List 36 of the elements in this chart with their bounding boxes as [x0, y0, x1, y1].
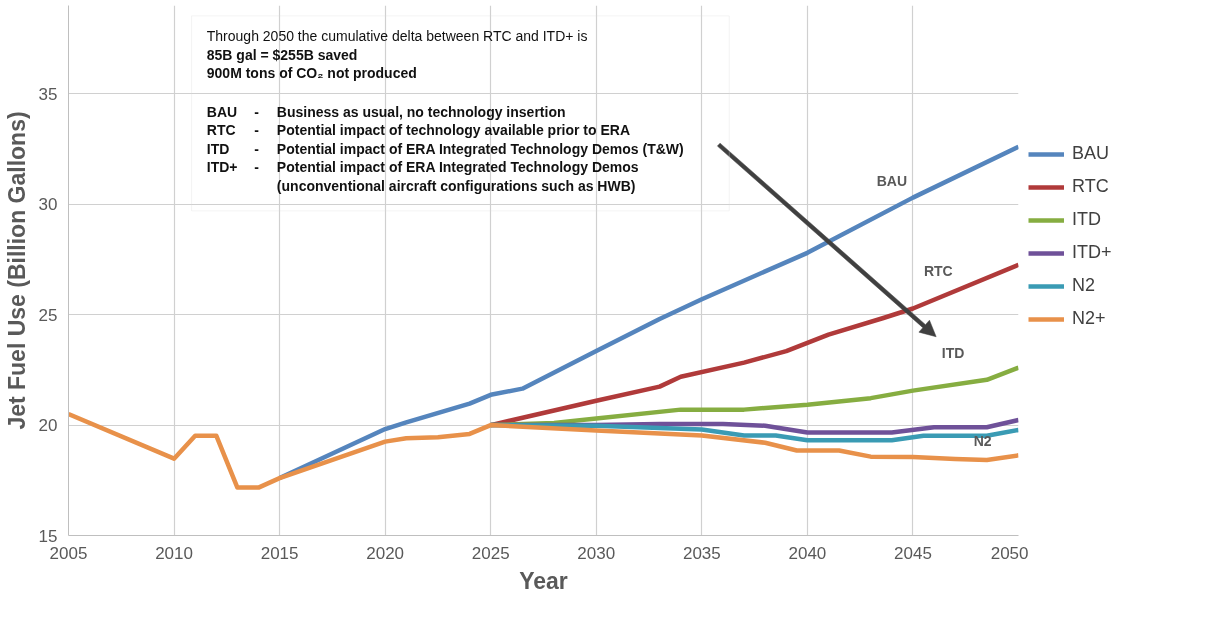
annotation: ITD	[941, 345, 965, 362]
text: ITD - Potential impact of ERA Integrated Technology Demos (T&W)	[206, 141, 684, 158]
annotation: Through 2050 the cumulative delta between RTC and ITD+ is	[206, 28, 588, 45]
annotation: (unconventional aircraft configurations such as HWB)	[276, 177, 636, 194]
legend-label: N2	[1072, 275, 1096, 296]
x-tick-label: 2030	[577, 543, 616, 563]
legend-label: ITD	[1072, 209, 1101, 230]
legend-label: N2+	[1072, 308, 1106, 329]
text: BAU - Business as usual, no technology insertion	[206, 103, 566, 120]
y-tick-label: 20	[38, 416, 58, 436]
annotation: 900M tons of CO₂ not produced	[206, 64, 417, 81]
y-tick-label: 25	[38, 305, 58, 325]
legend-label: RTC	[1072, 176, 1109, 197]
y-axis-title: Jet Fuel Use (Billion Gallons)	[3, 111, 30, 430]
x-tick-label: 2015	[260, 543, 299, 563]
x-tick-label: 2040	[788, 543, 827, 563]
text: RTC - Potential impact of technology available prior to ERA	[206, 122, 631, 139]
x-tick-label: 2050	[990, 543, 1029, 563]
y-tick-label: 30	[38, 195, 58, 215]
y-tick-label: 15	[38, 526, 58, 546]
legend-label: ITD+	[1072, 242, 1112, 263]
x-tick-label: 2010	[155, 543, 193, 563]
y-tick-label: 35	[38, 84, 58, 104]
annotation: BAU	[876, 172, 908, 189]
x-tick-label: 2020	[366, 543, 405, 563]
line-series	[68, 411, 1019, 490]
annotation: N2	[973, 433, 992, 450]
x-axis-title: Year	[519, 567, 568, 594]
x-tick-label: 2035	[682, 543, 721, 563]
legend-label: BAU	[1072, 143, 1110, 164]
text: ITD+ - Potential impact of ERA Integrated Technology Demos	[206, 159, 639, 176]
annotation: 85B gal = $255B saved	[206, 46, 358, 63]
x-tick-label: 2025	[471, 543, 510, 563]
x-tick-label: 2045	[894, 543, 932, 563]
x-tick-label: 2005	[49, 543, 88, 563]
annotation: RTC	[923, 263, 953, 280]
